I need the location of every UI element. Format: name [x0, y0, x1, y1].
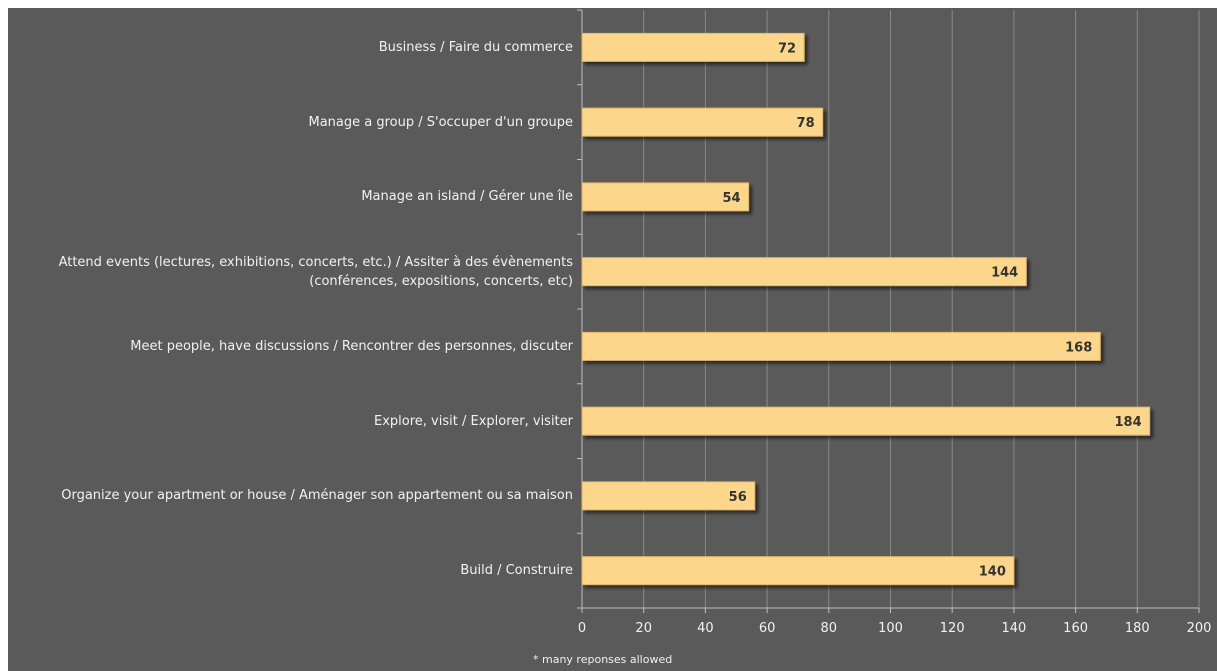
data-label-7: 140: [979, 565, 1006, 580]
x-tick-label-160: 160: [1063, 621, 1088, 636]
data-label-0: 72: [778, 41, 796, 56]
x-tick-label-60: 60: [759, 621, 776, 636]
category-label-7: Build / Construire: [460, 563, 573, 579]
bar-0: [581, 32, 805, 62]
x-tick-label-40: 40: [697, 621, 714, 636]
category-label-2: Manage an island / Gérer une île: [361, 189, 573, 205]
bar-chart: 0 20 40 60 80 100 120 140 160 180 200 72 78 54 144 168 1…: [577, 9, 1212, 636]
x-tick-label-180: 180: [1125, 621, 1150, 636]
bar-5: [581, 406, 1151, 436]
x-tick-label-0: 0: [578, 621, 586, 636]
data-label-6: 56: [729, 490, 747, 505]
x-tick-label-20: 20: [635, 621, 652, 636]
category-label-0: Business / Faire du commerce: [378, 39, 573, 55]
category-label-6: Organize your apartment or house / Aména…: [61, 488, 573, 504]
category-labels: Business / Faire du commerce Manage a gro…: [8, 8, 573, 628]
bar-6: [581, 481, 756, 511]
x-tick-label-100: 100: [878, 621, 903, 636]
x-tick-label-140: 140: [1001, 621, 1026, 636]
data-label-4: 168: [1065, 340, 1092, 355]
category-label-3: Attend events (lectures, exhibitions, co…: [58, 254, 573, 289]
x-tick-label-120: 120: [940, 621, 965, 636]
data-label-5: 184: [1114, 415, 1141, 430]
bar-4: [581, 331, 1101, 361]
bar-3: [581, 257, 1027, 287]
bar-2: [581, 182, 750, 212]
category-label-4: Meet people, have discussions / Rencontr…: [130, 338, 573, 354]
chart-frame: Business / Faire du commerce Manage a gro…: [8, 8, 1217, 671]
bar-1: [581, 107, 824, 137]
data-label-2: 54: [722, 191, 740, 206]
data-label-3: 144: [991, 266, 1018, 281]
x-tick-label-80: 80: [821, 621, 838, 636]
chart-footnote: * many reponses allowed: [533, 653, 673, 666]
x-tick-label-200: 200: [1187, 621, 1212, 636]
bar-7: [581, 556, 1015, 586]
data-label-1: 78: [797, 116, 815, 131]
category-label-5: Explore, visit / Explorer, visiter: [374, 413, 573, 429]
category-label-1: Manage a group / S'occuper d'un groupe: [308, 114, 573, 130]
